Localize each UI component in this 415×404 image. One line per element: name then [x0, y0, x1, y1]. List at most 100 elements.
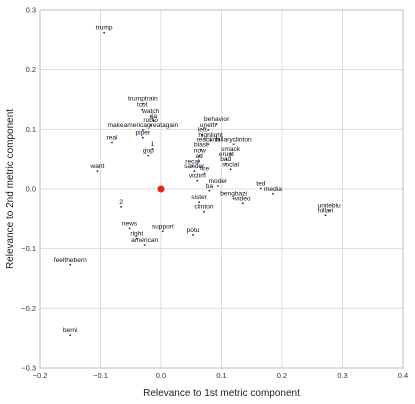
data-point: watch [141, 108, 160, 118]
point-label: potu [187, 227, 200, 234]
point-label: benghazi [220, 191, 247, 198]
y-tick-label: 0.3 [26, 6, 36, 15]
data-point: rubio [143, 117, 158, 127]
point-marker [192, 234, 194, 236]
data-point: sander [184, 163, 205, 173]
data-point: want [90, 163, 105, 173]
data-point: potu [187, 227, 200, 236]
data-point: gop [143, 148, 154, 157]
x-axis-label: Relevance to 1st metric component [143, 388, 300, 399]
data-point: 1 [151, 141, 155, 150]
point-label: moder [209, 178, 228, 185]
point-marker [198, 160, 201, 162]
data-point: sister [191, 194, 208, 204]
point-label: reaction [196, 136, 220, 143]
point-label: feelthebern [54, 257, 87, 264]
point-marker [203, 210, 205, 213]
data-point: hillari [318, 207, 334, 217]
point-label: gop [143, 148, 154, 155]
point-label: real [106, 134, 118, 141]
data-point: real [106, 134, 118, 144]
point-marker [193, 170, 196, 173]
data-point: benghazi [220, 191, 248, 200]
data-point: ba [206, 183, 213, 192]
point-label: 1 [151, 141, 155, 148]
data-point: tcot [137, 102, 148, 111]
point-label: highlight [198, 132, 223, 139]
data-point: blast [194, 142, 208, 151]
point-marker [152, 120, 155, 122]
point-label: media [264, 186, 282, 193]
data-point: unitebiu [318, 202, 341, 212]
point-label: unitebiu [318, 202, 341, 209]
point-label: trumptrain [128, 96, 158, 103]
data-point: uneth [200, 122, 217, 131]
data-point: trumptrain [128, 96, 158, 105]
data-point: support [152, 223, 174, 233]
data-point: erupt [219, 151, 234, 161]
point-label: sister [191, 194, 208, 201]
point-marker [69, 334, 72, 337]
point-label: now [194, 148, 206, 155]
point-marker [198, 201, 201, 204]
point-marker [96, 170, 99, 173]
grid [39, 9, 404, 369]
data-point: piper [136, 130, 151, 139]
data-point: 2 [119, 199, 123, 208]
x-tick-label: 0.4 [398, 371, 408, 380]
data-point: clinton [194, 204, 214, 213]
point-marker [207, 143, 210, 146]
y-tick-label: −0.3 [21, 364, 36, 373]
data-point: ija [150, 113, 157, 122]
point-marker [141, 136, 144, 139]
data-point: right [130, 231, 143, 240]
point-marker [141, 108, 144, 111]
point-marker [161, 230, 164, 233]
data-point: makeamericagreatagain [107, 122, 179, 131]
data-point: berni [63, 327, 78, 337]
point-label: berni [63, 327, 78, 334]
point-marker [135, 237, 138, 240]
point-label: left [198, 127, 207, 134]
data-point: ted [256, 180, 266, 190]
data-point: social [222, 161, 240, 171]
data-point: fire [200, 166, 209, 175]
point-marker [207, 129, 210, 131]
y-tick-label: 0.2 [26, 65, 36, 74]
data-point: hillaryclinton [215, 136, 252, 146]
point-label: hillaryclinton [215, 136, 252, 143]
point-marker [191, 165, 194, 168]
point-marker [224, 163, 227, 165]
data-point: american [131, 237, 159, 247]
point-label: want [90, 163, 105, 170]
point-marker [229, 152, 232, 155]
point-label: ted [256, 180, 265, 187]
data-points: trump trumptraintcotwatchijarubiomakeamer… [54, 25, 341, 337]
point-marker [229, 168, 232, 171]
point-label: trump [96, 25, 113, 32]
point-label: sander [184, 163, 205, 170]
point-label: tcot [137, 102, 148, 109]
x-tick-label: −0.1 [93, 371, 108, 380]
data-point: news [122, 220, 138, 230]
point-label: ad [195, 153, 203, 160]
x-tick-label: 0.2 [277, 371, 287, 380]
x-tick-label: −0.2 [33, 371, 48, 380]
y-tick-label: −0.2 [21, 304, 36, 313]
point-marker [201, 133, 204, 136]
point-marker [259, 187, 262, 190]
point-marker [203, 172, 206, 175]
point-label: right [130, 231, 143, 238]
point-label: hillari [318, 207, 334, 214]
point-marker [324, 214, 327, 217]
y-tick-label: 0.0 [26, 185, 36, 194]
point-marker [216, 185, 219, 187]
point-label: uneth [200, 122, 217, 129]
point-label: watch [141, 108, 160, 115]
point-marker [151, 148, 154, 150]
y-tick-label: 0.1 [26, 125, 36, 134]
point-label: american [131, 237, 158, 244]
data-point: moder [209, 178, 228, 187]
point-label: support [152, 223, 174, 230]
point-marker [103, 31, 106, 34]
